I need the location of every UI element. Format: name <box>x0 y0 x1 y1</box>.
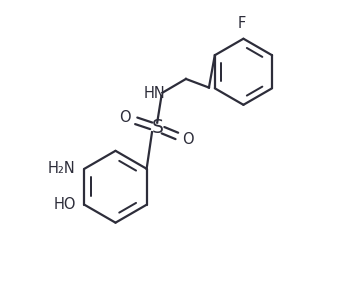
Text: O: O <box>182 132 194 147</box>
Text: HO: HO <box>53 197 76 212</box>
Text: F: F <box>238 16 246 31</box>
Text: O: O <box>119 110 131 125</box>
Text: S: S <box>151 118 163 137</box>
Text: H₂N: H₂N <box>48 161 76 176</box>
Text: HN: HN <box>144 86 165 101</box>
